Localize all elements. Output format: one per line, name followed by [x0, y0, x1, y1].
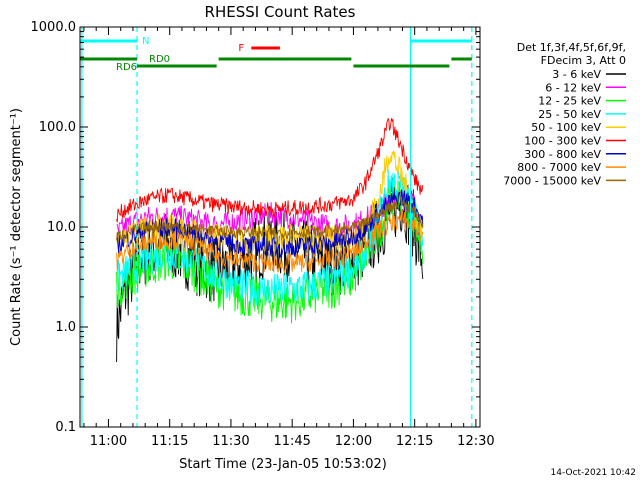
legend-header-line-1: FDecim 3, Att 0 — [541, 54, 626, 67]
legend-label-5: 100 - 300 keV — [524, 135, 601, 148]
y-axis-label: Count Rate (s⁻¹ detector segment⁻¹) — [9, 108, 24, 346]
series-line-6 — [116, 189, 424, 259]
x-tick-label-4: 12:00 — [335, 434, 372, 449]
x-tick-label-1: 11:15 — [151, 434, 188, 449]
y-tick-label-4: 1000.0 — [31, 20, 77, 35]
y-tick-label-0: 0.1 — [55, 420, 76, 435]
legend-header-line-0: Det 1f,3f,4f,5f,6f,9f, — [517, 41, 626, 54]
x-tick-label-2: 11:30 — [212, 434, 249, 449]
legend-label-1: 6 - 12 keV — [545, 81, 601, 94]
x-tick-label-3: 11:45 — [273, 434, 310, 449]
legend-label-8: 7000 - 15000 keV — [503, 174, 601, 187]
legend-label-4: 50 - 100 keV — [531, 121, 601, 134]
legend-label-7: 800 - 7000 keV — [517, 161, 601, 174]
rd0-label: RD0 — [149, 54, 170, 65]
series-layer — [116, 117, 424, 363]
y-tick-label-1: 1.0 — [55, 320, 76, 335]
night-label: N — [142, 36, 149, 47]
legend-label-3: 25 - 50 keV — [538, 108, 601, 121]
axis-layer: 0.1 1.0 10.0 100.0 1000.0 11:00 11:15 11:30 11:4… — [31, 20, 495, 449]
x-tick-label-0: 11:00 — [90, 434, 127, 449]
chart-title: RHESSI Count Rates — [205, 3, 356, 21]
series-7 — [116, 209, 424, 274]
legend-label-6: 300 - 800 keV — [524, 148, 601, 161]
series-line-5 — [116, 117, 424, 223]
rd6-label: RD6 — [116, 62, 137, 73]
series-5 — [116, 117, 424, 223]
y-tick-label-3: 100.0 — [39, 120, 76, 135]
series-6 — [116, 189, 424, 259]
legend-label-2: 12 - 25 keV — [538, 95, 601, 108]
series-line-8 — [116, 196, 424, 241]
legend-label-0: 3 - 6 keV — [552, 68, 601, 81]
x-tick-label-5: 12:15 — [396, 434, 433, 449]
render-timestamp: 14-Oct-2021 10:42 — [551, 468, 636, 478]
series-line-7 — [116, 209, 424, 274]
x-axis-label: Start Time (23-Jan-05 10:53:02) — [179, 457, 387, 472]
x-tick-label-6: 12:30 — [457, 434, 494, 449]
series-8 — [116, 196, 424, 241]
legend: Det 1f,3f,4f,5f,6f,9f,FDecim 3, Att 03 -… — [503, 41, 626, 187]
flare-label: F — [238, 43, 244, 54]
y-tick-label-2: 10.0 — [47, 220, 76, 235]
